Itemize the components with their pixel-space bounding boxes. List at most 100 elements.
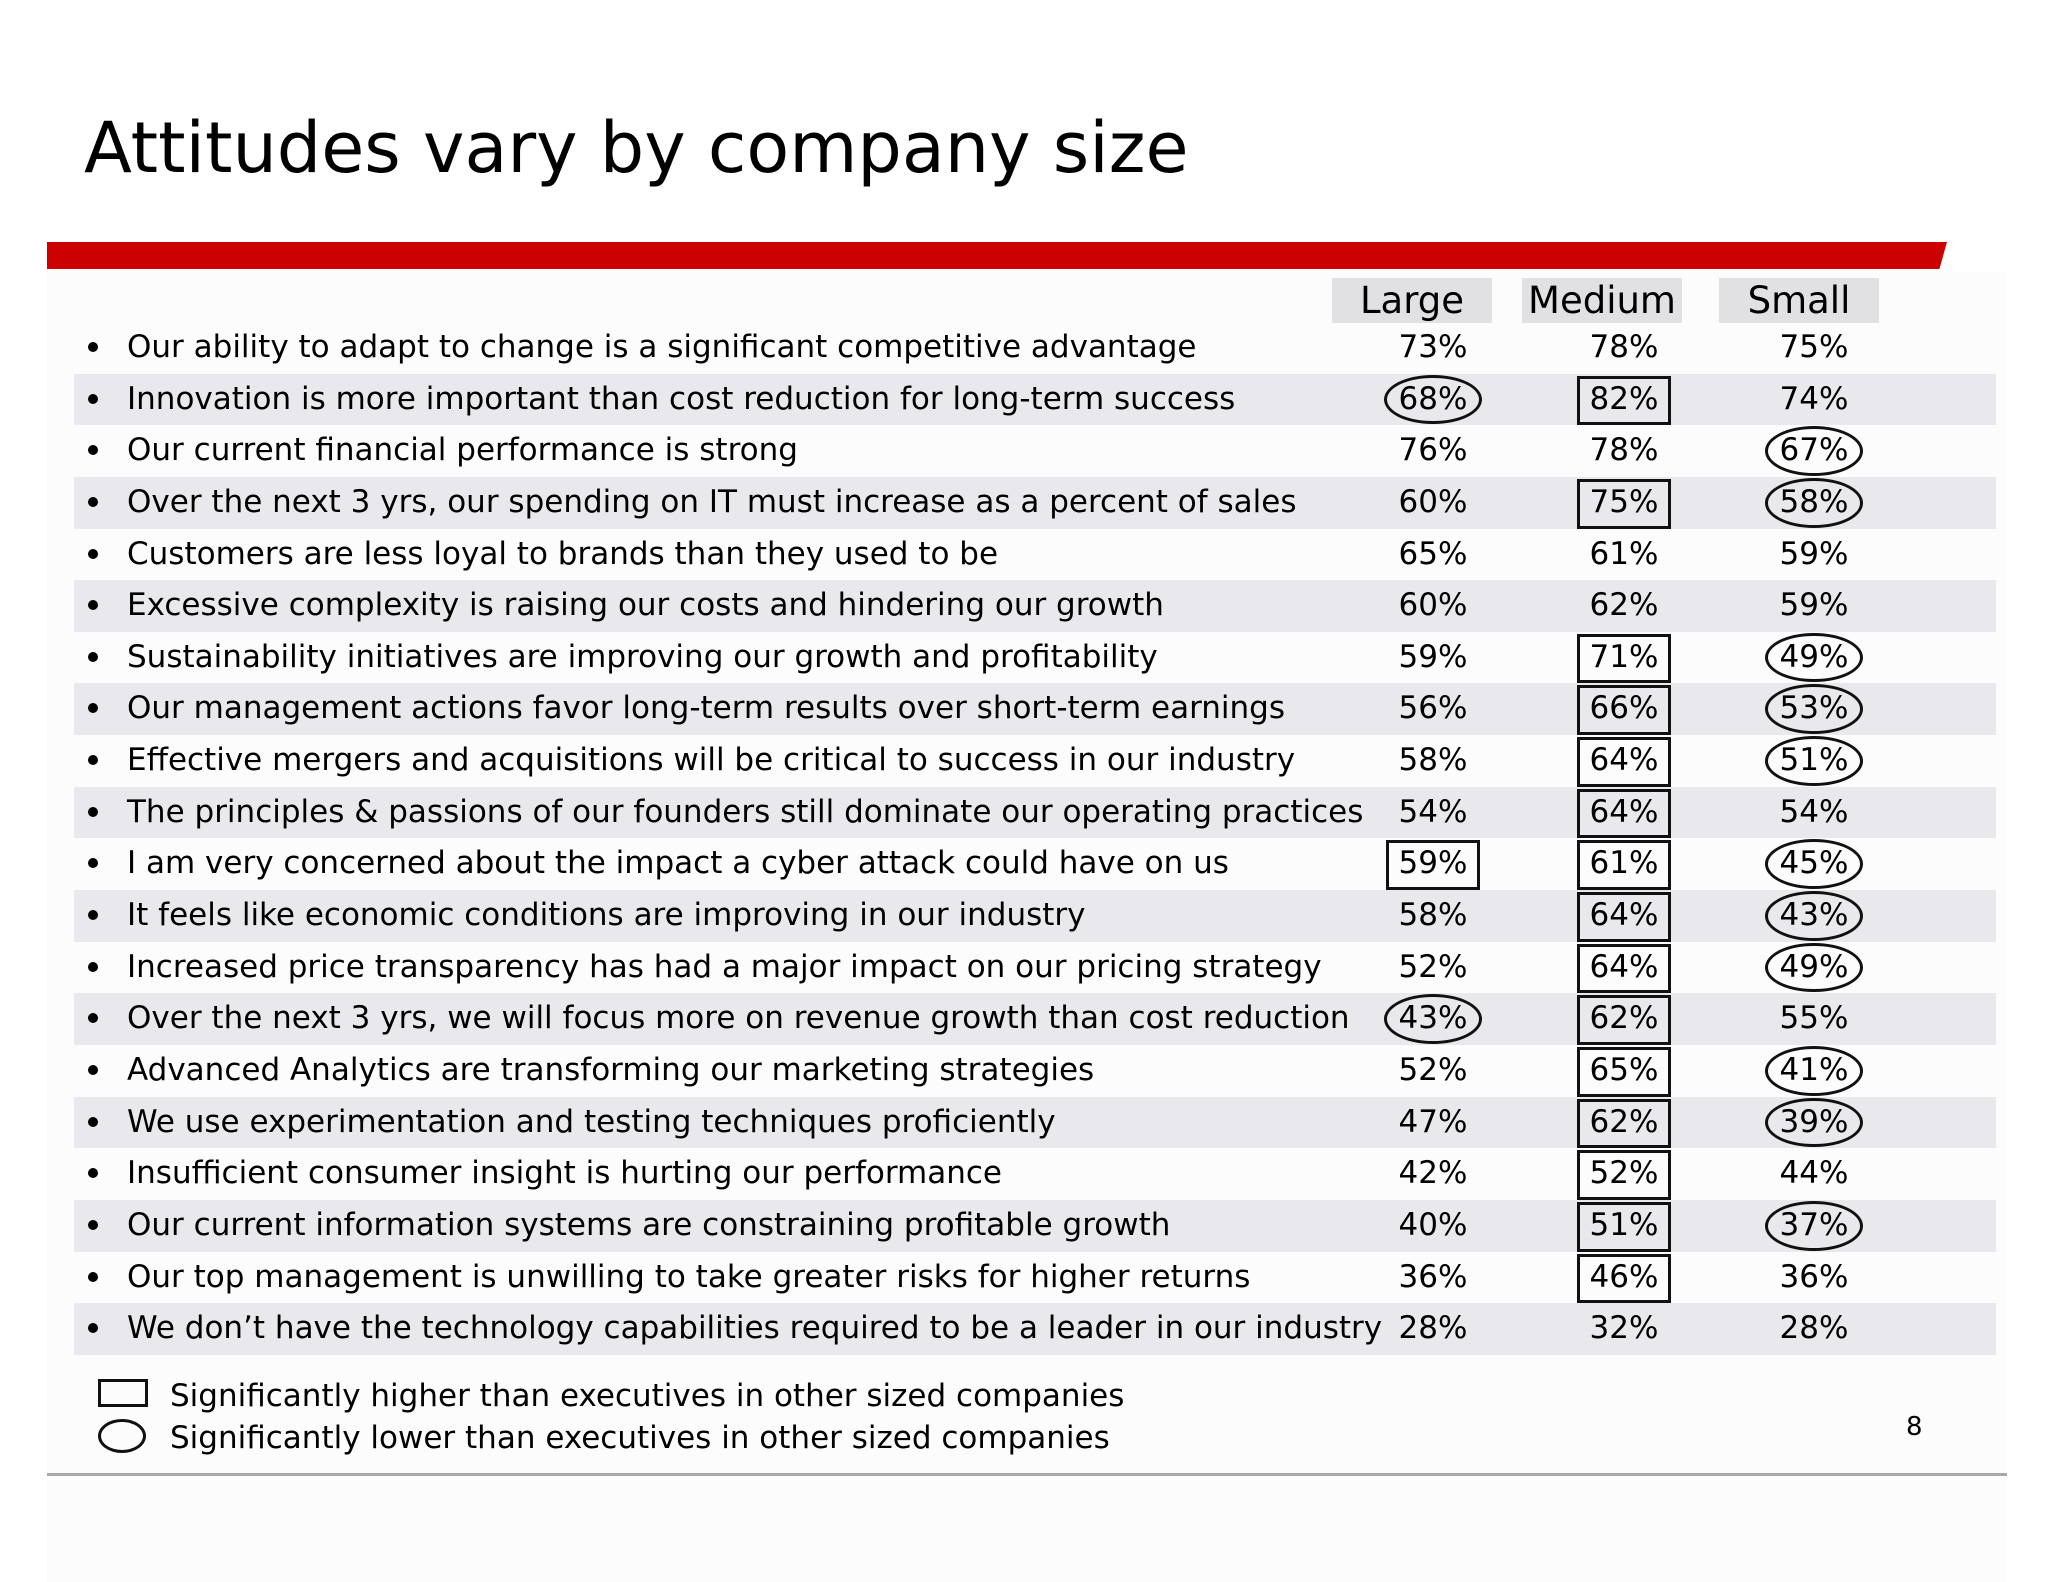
- table-row: The principles & passions of our founder…: [74, 786, 1996, 839]
- large-value: 54%: [1398, 793, 1468, 830]
- bullet-icon: [88, 1219, 98, 1230]
- statement-text: Customers are less loyal to brands than …: [127, 535, 999, 572]
- small-value: 43%: [1755, 890, 1873, 942]
- table-row: We use experimentation and testing techn…: [74, 1096, 1996, 1149]
- table-row: I am very concerned about the impact a c…: [74, 838, 1996, 890]
- statement-text: Advanced Analytics are transforming our …: [127, 1051, 1095, 1088]
- large-value: 60%: [1398, 587, 1468, 624]
- medium-value: 66%: [1565, 683, 1683, 735]
- large-value: 65%: [1398, 535, 1468, 572]
- statement-text: Excessive complexity is raising our cost…: [127, 587, 1164, 624]
- legend-higher-label: Significantly higher than executives in …: [170, 1378, 1125, 1414]
- bullet-icon: [88, 1116, 98, 1127]
- legend-lower-label: Significantly lower than executives in o…: [170, 1420, 1110, 1456]
- table-row: We don’t have the technology capabilitie…: [74, 1303, 1996, 1355]
- small-value: 54%: [1779, 793, 1849, 830]
- bullet-icon: [88, 858, 98, 869]
- small-value: 67%: [1755, 425, 1873, 477]
- medium-value: 61%: [1589, 535, 1659, 572]
- large-value: 76%: [1398, 432, 1468, 469]
- table-row: Our ability to adapt to change is a sign…: [74, 322, 1996, 374]
- statement-text: The principles & passions of our founder…: [127, 793, 1364, 830]
- large-value: 36%: [1398, 1258, 1468, 1295]
- small-value: 45%: [1755, 838, 1873, 890]
- small-value: 58%: [1755, 477, 1873, 529]
- large-value: 59%: [1374, 838, 1492, 890]
- bullet-icon: [88, 1323, 98, 1334]
- medium-value: 78%: [1589, 329, 1659, 365]
- page-number: 8: [1906, 1412, 1923, 1442]
- table-row: Our current information systems are cons…: [74, 1199, 1996, 1252]
- medium-value: 32%: [1589, 1310, 1659, 1347]
- small-value: 75%: [1779, 329, 1849, 365]
- large-value: 68%: [1374, 374, 1492, 426]
- medium-value: 62%: [1565, 993, 1683, 1045]
- medium-value: 64%: [1565, 787, 1683, 839]
- small-value: 74%: [1779, 380, 1849, 417]
- small-value: 55%: [1779, 1000, 1849, 1037]
- medium-value: 71%: [1565, 632, 1683, 684]
- large-value: 52%: [1398, 1051, 1468, 1088]
- large-value: 56%: [1398, 690, 1468, 727]
- large-value: 43%: [1374, 993, 1492, 1045]
- small-value: 39%: [1755, 1097, 1873, 1149]
- large-value: 47%: [1398, 1103, 1468, 1140]
- statement-text: Over the next 3 yrs, our spending on IT …: [127, 483, 1297, 520]
- page-title: Attitudes vary by company size: [84, 107, 1189, 189]
- statement-text: Sustainability initiatives are improving…: [127, 638, 1158, 675]
- table-row: Our top management is unwilling to take …: [74, 1252, 1996, 1304]
- statement-text: Effective mergers and acquisitions will …: [127, 742, 1296, 779]
- column-header-medium: Medium: [1522, 278, 1682, 323]
- medium-value: 64%: [1565, 942, 1683, 994]
- medium-value: 75%: [1565, 477, 1683, 529]
- bullet-icon: [88, 703, 98, 714]
- small-value: 41%: [1755, 1045, 1873, 1097]
- bullet-icon: [88, 342, 98, 352]
- table-row: Over the next 3 yrs, we will focus more …: [74, 993, 1996, 1045]
- footer-divider: [47, 1473, 2007, 1476]
- statement-text: Over the next 3 yrs, we will focus more …: [127, 1000, 1350, 1037]
- bullet-icon: [88, 1168, 98, 1179]
- oval-marker-icon: [98, 1419, 146, 1453]
- medium-value: 82%: [1565, 374, 1683, 426]
- statement-text: Innovation is more important than cost r…: [127, 380, 1236, 417]
- statement-text: It feels like economic conditions are im…: [127, 897, 1086, 934]
- medium-value: 46%: [1565, 1252, 1683, 1304]
- bullet-icon: [88, 961, 98, 972]
- column-header-small: Small: [1719, 278, 1879, 323]
- attitude-table: Our ability to adapt to change is a sign…: [74, 322, 1996, 1355]
- bullet-icon: [88, 910, 98, 921]
- statement-text: Our current financial performance is str…: [127, 432, 798, 469]
- table-row: It feels like economic conditions are im…: [74, 890, 1996, 942]
- medium-value: 51%: [1565, 1200, 1683, 1252]
- bullet-icon: [88, 1013, 98, 1024]
- statement-text: Our management actions favor long-term r…: [127, 690, 1286, 727]
- large-value: 73%: [1398, 329, 1468, 365]
- small-value: 37%: [1755, 1200, 1873, 1252]
- large-value: 60%: [1398, 483, 1468, 520]
- statement-text: We use experimentation and testing techn…: [127, 1103, 1056, 1140]
- statement-text: I am very concerned about the impact a c…: [127, 845, 1229, 882]
- bullet-icon: [88, 496, 98, 507]
- rectangle-marker-icon: [98, 1379, 148, 1407]
- table-row: Effective mergers and acquisitions will …: [74, 735, 1996, 787]
- table-row: Advanced Analytics are transforming our …: [74, 1045, 1996, 1097]
- small-value: 51%: [1755, 735, 1873, 787]
- statement-text: Increased price transparency has had a m…: [127, 948, 1322, 985]
- statement-text: We don’t have the technology capabilitie…: [127, 1310, 1383, 1347]
- small-value: 53%: [1755, 683, 1873, 735]
- statement-text: Our ability to adapt to change is a sign…: [127, 329, 1197, 365]
- statement-text: Our current information systems are cons…: [127, 1206, 1171, 1243]
- bullet-icon: [88, 651, 98, 662]
- bullet-icon: [88, 806, 98, 817]
- accent-bar: [47, 242, 1947, 269]
- table-row: Over the next 3 yrs, our spending on IT …: [74, 476, 1996, 529]
- table-row: Our current financial performance is str…: [74, 425, 1996, 477]
- bullet-icon: [88, 1064, 98, 1075]
- small-value: 44%: [1779, 1155, 1849, 1192]
- small-value: 59%: [1779, 587, 1849, 624]
- small-value: 28%: [1779, 1310, 1849, 1347]
- table-row: Insufficient consumer insight is hurting…: [74, 1148, 1996, 1200]
- statement-text: Insufficient consumer insight is hurting…: [127, 1155, 1002, 1192]
- large-value: 40%: [1398, 1206, 1468, 1243]
